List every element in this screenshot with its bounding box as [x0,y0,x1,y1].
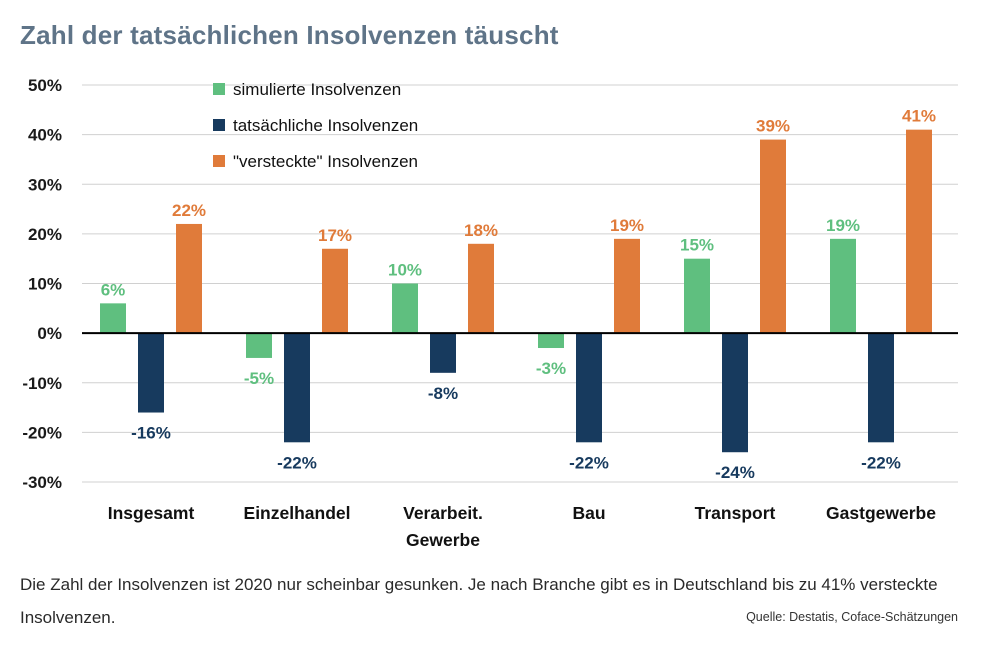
data-label: -8% [428,384,458,403]
bar-hidden [322,248,348,334]
bar-actual [576,333,602,443]
bar-actual [868,333,894,443]
y-tick-label: 10% [28,275,62,294]
bar-simulated [246,333,272,358]
data-label: 18% [464,221,498,240]
y-tick-label: 40% [28,126,62,145]
data-label: -22% [277,453,317,472]
legend-label: simulierte Insolvenzen [233,80,401,99]
y-tick-label: 0% [37,324,62,343]
data-label: 10% [388,261,422,280]
legend-swatch [213,155,225,167]
bar-hidden [176,223,202,334]
data-label: 41% [902,107,936,126]
data-label: -22% [861,453,901,472]
data-label: -22% [569,453,609,472]
bar-hidden [468,243,494,334]
data-label: -3% [536,359,566,378]
legend-swatch [213,119,225,131]
data-label: 6% [101,280,126,299]
data-label: -16% [131,424,171,443]
legend-swatch [213,83,225,95]
data-label: 19% [826,216,860,235]
x-tick-label: Verarbeit. [403,503,483,523]
x-tick-label: Einzelhandel [244,503,351,523]
bar-actual [284,333,310,443]
bar-simulated [830,238,856,334]
y-tick-label: -10% [22,374,62,393]
y-tick-label: -30% [22,473,62,492]
bar-actual [138,333,164,413]
x-tick-label: Bau [572,503,605,523]
bar-simulated [100,303,126,334]
source-note: Quelle: Destatis, Coface-Schätzungen [746,610,958,624]
data-label: 22% [172,201,206,220]
bar-hidden [906,129,932,334]
data-label: 17% [318,226,352,245]
bar-simulated [684,258,710,334]
legend-label: tatsächliche Insolvenzen [233,116,418,135]
x-tick-label: Transport [695,503,776,523]
x-tick-label: Gastgewerbe [826,503,936,523]
data-label: 15% [680,236,714,255]
y-tick-label: 50% [28,76,62,95]
bar-hidden [760,139,786,334]
bar-simulated [538,333,564,349]
y-tick-label: -20% [22,423,62,442]
chart-title: Zahl der tatsächlichen Insolvenzen täusc… [20,20,559,50]
x-tick-label: Insgesamt [108,503,195,523]
bar-hidden [614,238,640,334]
legend-label: "versteckte" Insolvenzen [233,152,418,171]
bar-simulated [392,283,418,334]
y-tick-label: 20% [28,225,62,244]
y-tick-label: 30% [28,175,62,194]
chart-caption: Die Zahl der Insolvenzen ist 2020 nur sc… [20,575,938,627]
bar-chart: 50% 40% 30% 20% 10% 0% -10% -20% -30% 6% -16% 22% In… [22,76,958,550]
bar-actual [430,333,456,373]
data-label: -5% [244,369,274,388]
data-label: -24% [715,463,755,482]
data-label: 39% [756,117,790,136]
bar-actual [722,333,748,453]
x-tick-label: Gewerbe [406,530,480,550]
data-label: 19% [610,216,644,235]
